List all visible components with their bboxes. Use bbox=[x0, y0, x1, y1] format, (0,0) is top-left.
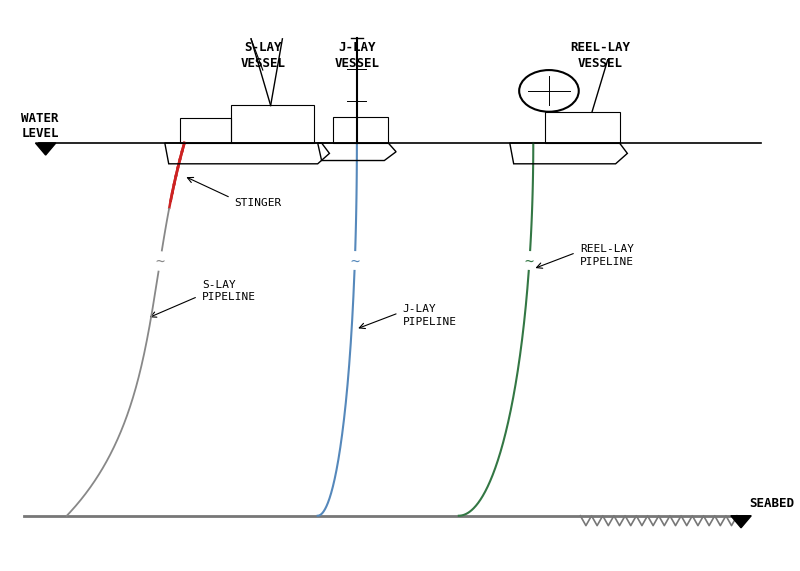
Text: S-LAY
PIPELINE: S-LAY PIPELINE bbox=[202, 280, 256, 302]
Polygon shape bbox=[35, 143, 56, 155]
Text: S-LAY
VESSEL: S-LAY VESSEL bbox=[240, 41, 286, 70]
Text: REEL-LAY
VESSEL: REEL-LAY VESSEL bbox=[570, 41, 630, 70]
Polygon shape bbox=[731, 516, 751, 528]
Text: J-LAY
VESSEL: J-LAY VESSEL bbox=[334, 41, 379, 70]
Text: WATER
LEVEL: WATER LEVEL bbox=[22, 112, 59, 140]
Text: STINGER: STINGER bbox=[234, 198, 282, 208]
Text: ~: ~ bbox=[156, 254, 165, 268]
Text: J-LAY
PIPELINE: J-LAY PIPELINE bbox=[402, 304, 457, 327]
Text: ~: ~ bbox=[350, 254, 359, 268]
Text: ~: ~ bbox=[525, 254, 534, 268]
Text: SEABED: SEABED bbox=[749, 497, 794, 510]
Text: REEL-LAY
PIPELINE: REEL-LAY PIPELINE bbox=[580, 244, 634, 267]
